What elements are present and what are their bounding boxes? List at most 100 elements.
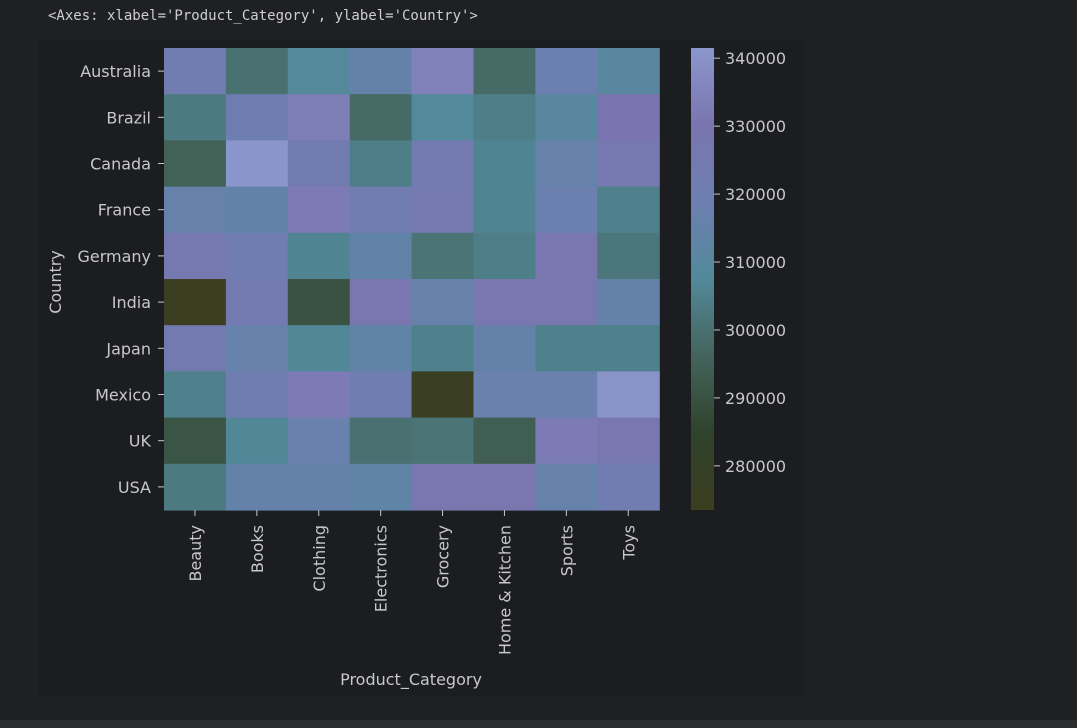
heatmap-cell <box>287 325 351 372</box>
y-tick-label: USA <box>118 478 151 497</box>
heatmap-cell <box>225 417 289 465</box>
heatmap-cell <box>287 371 351 419</box>
heatmap-cell <box>164 48 227 95</box>
heatmap-cell <box>535 325 598 372</box>
colorbar-tick-label: 290000 <box>725 389 786 408</box>
colorbar-ticks: 340000 330000 320000 310000 300000 290000 2800… <box>714 49 786 476</box>
heatmap-cell <box>473 186 536 234</box>
heatmap-cell <box>411 371 475 419</box>
colorbar-tick-label: 330000 <box>725 117 786 136</box>
heatmap-cell <box>535 279 598 326</box>
heatmap-cell <box>349 279 413 326</box>
y-tick-label: Mexico <box>95 386 151 405</box>
x-tick-label: Grocery <box>434 525 453 588</box>
colorbar-tick-label: 340000 <box>725 49 786 68</box>
heatmap-cell <box>349 417 413 465</box>
heatmap-cell <box>597 371 660 419</box>
heatmap-cell <box>164 279 227 326</box>
heatmap-cell <box>535 186 598 234</box>
heatmap-cell <box>597 232 660 280</box>
heatmap-cell <box>349 140 413 188</box>
heatmap-cell <box>287 463 351 511</box>
heatmap-cell <box>535 232 598 280</box>
heatmap-cell <box>164 94 227 141</box>
heatmap-cell <box>411 232 475 280</box>
heatmap-cell <box>411 140 475 188</box>
y-axis-label: Country <box>46 250 65 314</box>
x-tick-label: Beauty <box>186 525 205 582</box>
colorbar-tick-label: 300000 <box>725 321 786 340</box>
x-tick-label: Sports <box>557 525 576 576</box>
colorbar-tick-label: 280000 <box>725 457 786 476</box>
heatmap-cell <box>473 279 536 326</box>
x-axis-label: Product_Category <box>340 670 482 690</box>
heatmap-cell <box>597 463 660 511</box>
heatmap-cell <box>535 463 598 511</box>
heatmap-cell <box>349 325 413 372</box>
y-tick-label: France <box>98 201 151 220</box>
x-axis-ticks: Beauty Books Clothing Electronics Grocery Hom… <box>186 510 638 655</box>
heatmap-cell <box>597 325 660 372</box>
heatmap-cell <box>535 140 598 188</box>
heatmap-cell <box>597 186 660 234</box>
heatmap-cell <box>225 94 289 141</box>
y-tick-label: Australia <box>80 62 151 81</box>
y-tick-label: UK <box>129 432 152 451</box>
y-tick-label: Brazil <box>106 108 151 127</box>
heatmap-cell <box>411 94 475 141</box>
heatmap-cell <box>225 371 289 419</box>
heatmap-cell <box>535 94 598 141</box>
heatmap-cell <box>225 463 289 511</box>
heatmap-cell <box>473 463 536 511</box>
y-tick-label: Japan <box>105 339 151 358</box>
heatmap-cell <box>287 94 351 141</box>
heatmap-cell <box>597 279 660 326</box>
heatmap-cell <box>287 279 351 326</box>
y-tick-label: Canada <box>90 155 151 174</box>
heatmap-cell <box>411 279 475 326</box>
heatmap-cell <box>597 48 660 95</box>
x-tick-label: Books <box>248 525 267 573</box>
heatmap-cell <box>473 94 536 141</box>
heatmap-cell <box>225 232 289 280</box>
heatmap-cell <box>225 186 289 234</box>
colorbar-tick-label: 320000 <box>725 185 786 204</box>
heatmap-cell <box>287 232 351 280</box>
heatmap-cell <box>287 48 351 95</box>
heatmap-cell <box>287 186 351 234</box>
heatmap-cell <box>349 94 413 141</box>
heatmap-cell <box>411 325 475 372</box>
heatmap-cell <box>164 140 227 188</box>
heatmap-cell <box>164 232 227 280</box>
heatmap-cell <box>535 371 598 419</box>
heatmap-cell <box>349 463 413 511</box>
heatmap-cell <box>164 463 227 511</box>
x-tick-label: Clothing <box>310 525 329 592</box>
cell-output-repr: <Axes: xlabel='Product_Category', ylabel… <box>48 8 478 24</box>
heatmap-cell <box>411 48 475 95</box>
heatmap-cell <box>287 140 351 188</box>
heatmap-cell <box>411 417 475 465</box>
heatmap-cell <box>411 186 475 234</box>
heatmap-cell <box>473 232 536 280</box>
heatmap-cell <box>349 186 413 234</box>
x-tick-label: Toys <box>619 525 638 561</box>
heatmap-cell <box>597 140 660 188</box>
heatmap-cell <box>164 186 227 234</box>
heatmap-cell <box>473 371 536 419</box>
heatmap-cell <box>473 325 536 372</box>
colorbar-tick-label: 310000 <box>725 253 786 272</box>
heatmap-cell <box>225 325 289 372</box>
heatmap-cells <box>164 48 660 511</box>
x-tick-label: Home & Kitchen <box>495 525 514 655</box>
heatmap-cell <box>411 463 475 511</box>
heatmap-cell <box>473 140 536 188</box>
heatmap-cell <box>535 417 598 465</box>
heatmap-cell <box>473 48 536 95</box>
y-tick-label: Germany <box>77 247 151 266</box>
heatmap-cell <box>349 371 413 419</box>
heatmap-cell <box>164 371 227 419</box>
heatmap-cell <box>349 48 413 95</box>
heatmap-cell <box>225 140 289 188</box>
